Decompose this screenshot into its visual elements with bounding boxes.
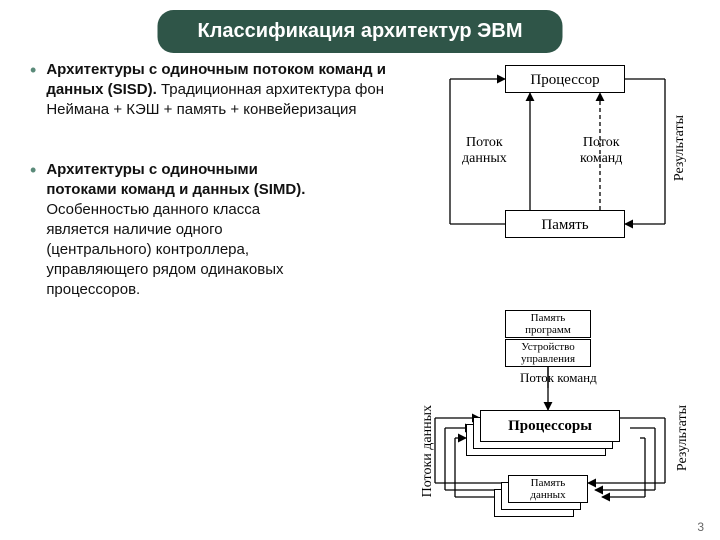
node-prog_mem: Памятьпрограмм bbox=[505, 310, 591, 338]
sisd-diagram: Процессор Память Потокданных Потоккоманд Рез… bbox=[410, 60, 700, 240]
bullet-icon: • bbox=[30, 60, 36, 80]
label-cmd_flow: Потоккоманд bbox=[580, 135, 622, 167]
node-proc: Процессор bbox=[505, 65, 625, 93]
node-data_mem-0: Памятьданных bbox=[508, 475, 588, 503]
label-data_flow: Потокданных bbox=[462, 135, 507, 167]
slide-title: Классификация архитектур ЭВМ bbox=[158, 10, 563, 53]
label-results: Результаты bbox=[675, 405, 691, 471]
bullet-item: • Архитектуры с одиночными потоками кома… bbox=[30, 160, 320, 300]
label-cmd-flow: Поток команд bbox=[520, 370, 597, 386]
bullet-icon: • bbox=[30, 160, 36, 180]
bullet-item: • Архитектуры с одиночным потоком команд… bbox=[30, 60, 390, 120]
node-proc-0: Процессоры bbox=[480, 410, 620, 442]
bullet-text: Архитектуры с одиночным потоком команд и… bbox=[46, 60, 390, 120]
simd-diagram: ПамятьпрограммУстройствоуправления Процес… bbox=[375, 310, 705, 525]
bullet-list: • Архитектуры с одиночным потоком команд… bbox=[30, 60, 390, 328]
label-data_flows: Потоки данных bbox=[420, 405, 436, 497]
page-number: 3 bbox=[697, 520, 704, 534]
label-results: Результаты bbox=[672, 115, 688, 181]
node-mem: Память bbox=[505, 210, 625, 238]
bullet-text: Архитектуры с одиночными потоками команд… bbox=[46, 160, 320, 300]
node-ctrl: Устройствоуправления bbox=[505, 339, 591, 367]
